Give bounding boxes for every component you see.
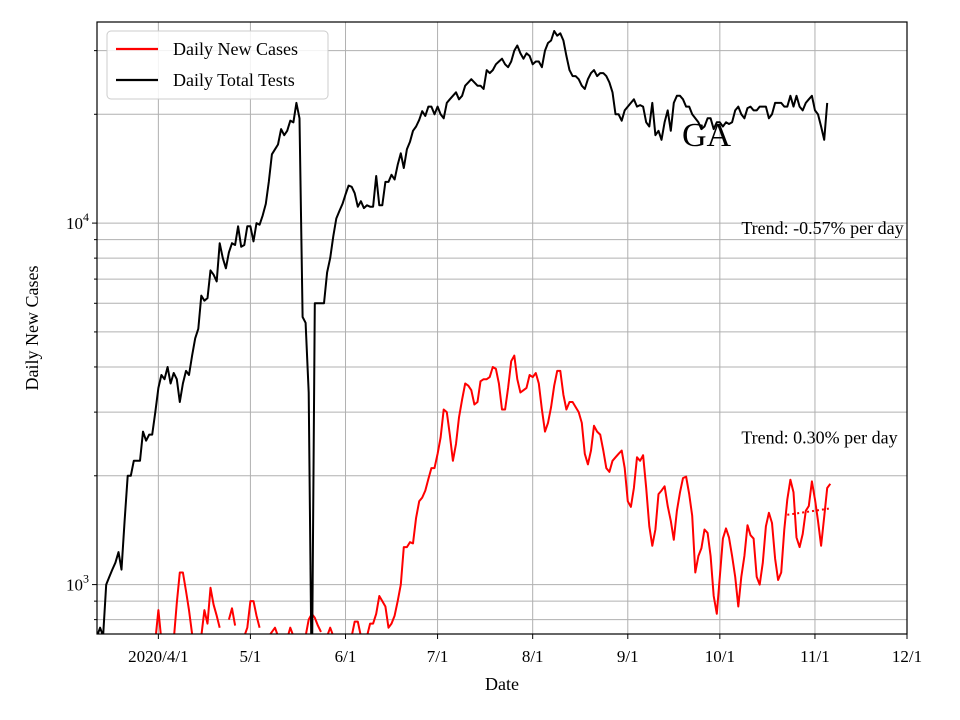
legend-box (106, 30, 329, 100)
x-tick-label: 9/1 (617, 647, 639, 666)
trend-annotation: Trend: -0.57% per day (741, 218, 903, 238)
y-tick-label: 104 (66, 210, 89, 233)
series-line-daily-new-cases (200, 586, 221, 634)
x-tick-label: 2020/4/1 (128, 647, 188, 666)
y-tick-label: 103 (66, 572, 89, 595)
legend-label-daily-new-cases: Daily New Cases (173, 39, 298, 59)
trend-line (787, 507, 831, 516)
x-tick-label: 8/1 (522, 647, 544, 666)
x-tick-label: 5/1 (240, 647, 262, 666)
series-line-daily-new-cases (326, 626, 334, 634)
series-line-daily-new-cases (227, 607, 237, 626)
series-line-daily-new-cases (244, 600, 261, 634)
x-tick-label: 7/1 (427, 647, 449, 666)
trend-annotations: Trend: -0.57% per day Trend: 0.30% per da… (741, 218, 903, 448)
series-line-daily-new-cases (154, 609, 162, 634)
series-line-daily-new-cases (269, 626, 279, 634)
grid-lines (97, 22, 908, 634)
legend: Daily New Cases Daily Total Tests (106, 30, 329, 100)
state-label: GA (682, 117, 732, 154)
series-line-daily-new-cases (173, 571, 194, 634)
trend-annotation: Trend: 0.30% per day (741, 428, 897, 448)
plot-frame (96, 21, 908, 635)
series-line-daily-new-cases (287, 626, 294, 634)
series-line-daily-new-cases (351, 620, 362, 634)
series-line-daily-new-cases (366, 354, 832, 634)
x-tick-label: 12/1 (892, 647, 922, 666)
x-tick-label: 6/1 (335, 647, 357, 666)
y-axis-label: Daily New Cases (22, 266, 42, 391)
x-tick-label: 11/1 (800, 647, 830, 666)
x-axis-label: Date (485, 674, 519, 694)
x-tick-label: 10/1 (705, 647, 735, 666)
y-axis: 103 104 (66, 50, 97, 621)
series-line-daily-total-tests (97, 30, 829, 634)
x-axis: 2020/4/1 5/1 6/1 7/1 8/1 9/1 10/1 11/1 12/1 (128, 634, 922, 666)
legend-label-daily-total-tests: Daily Total Tests (173, 70, 295, 90)
series-lines (97, 30, 832, 634)
